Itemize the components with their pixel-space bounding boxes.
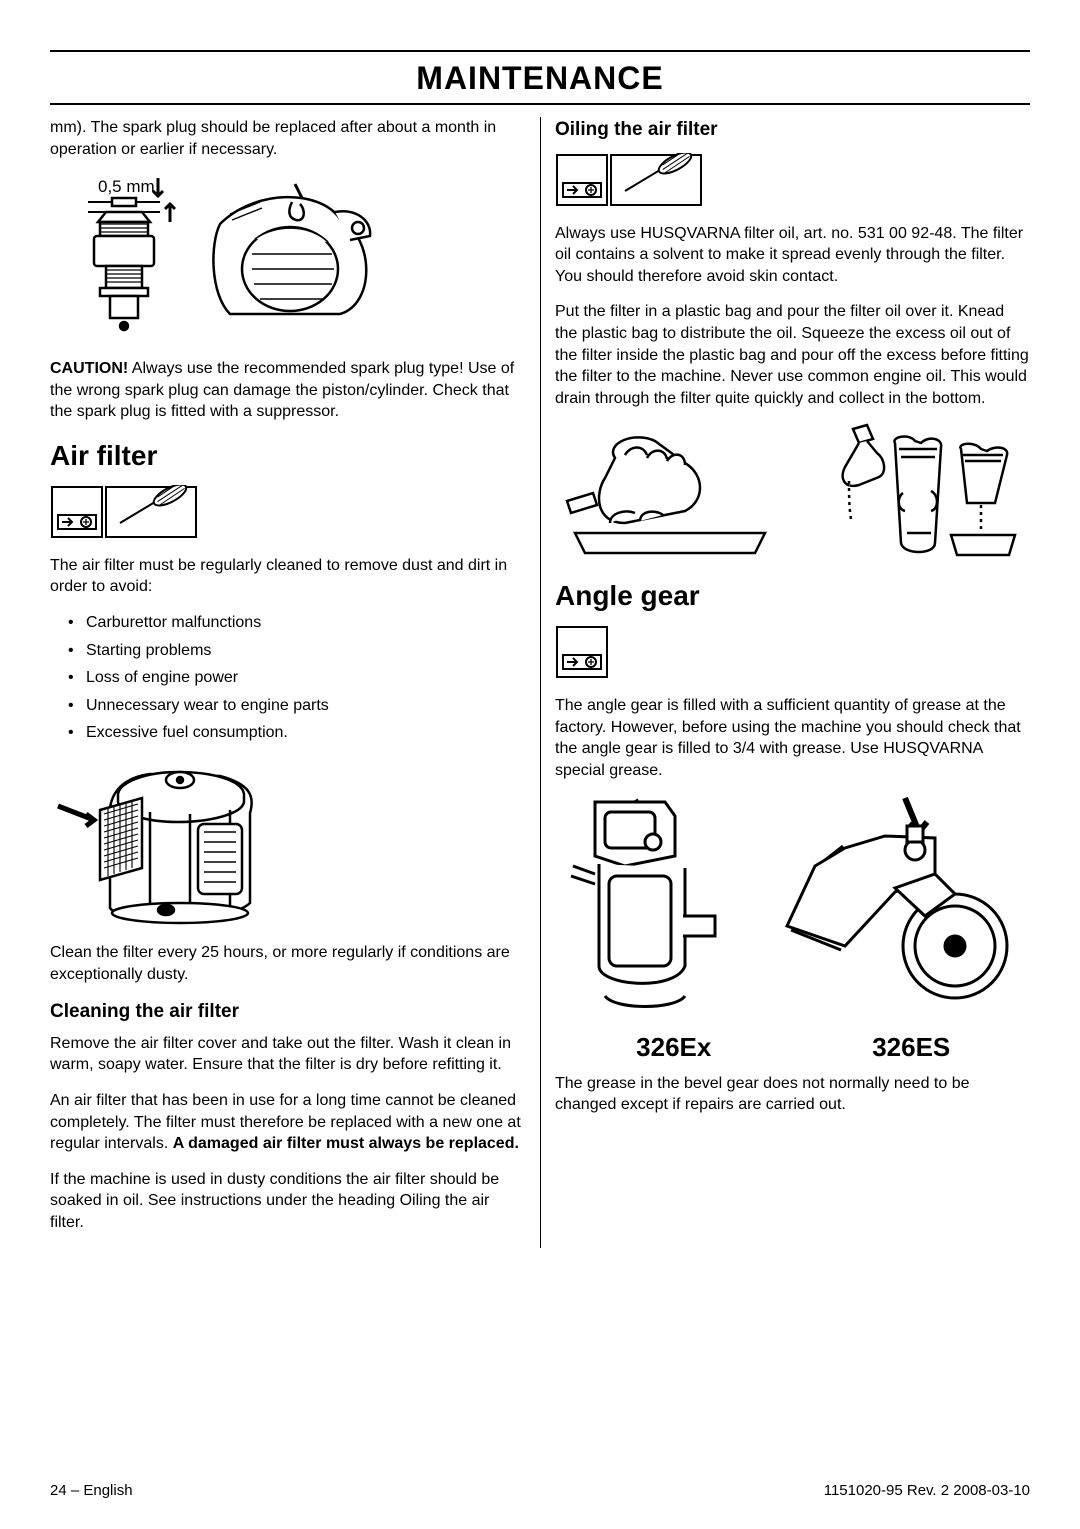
bullet-item: Excessive fuel consumption. xyxy=(68,722,526,744)
airfilter-intro: The air filter must be regularly cleaned… xyxy=(50,555,526,598)
oiling-p1: Always use HUSQVARNA filter oil, art. no… xyxy=(555,223,1030,288)
angle-p1: The angle gear is filled with a sufficie… xyxy=(555,695,1030,781)
page-footer: 24 – English 1151020-95 Rev. 2 2008-03-1… xyxy=(50,1482,1030,1499)
column-right: Oiling the air filter Always use HUSQVAR… xyxy=(540,117,1030,1248)
caution-label: CAUTION! xyxy=(50,360,128,377)
heading-angle-gear: Angle gear xyxy=(555,577,1030,615)
clean-every: Clean the filter every 25 hours, or more… xyxy=(50,942,526,985)
figure-icon-filter-brush xyxy=(50,485,526,541)
figure-icon-oil-brush xyxy=(555,153,1030,209)
bullet-item: Starting problems xyxy=(68,640,526,662)
heading-air-filter: Air filter xyxy=(50,437,526,475)
model-326ex: 326Ex xyxy=(555,1030,793,1065)
cleaning-p3: If the machine is used in dusty conditio… xyxy=(50,1169,526,1234)
footer-left: 24 – English xyxy=(50,1482,133,1499)
footer-right: 1151020-95 Rev. 2 2008-03-10 xyxy=(824,1482,1030,1499)
column-left: mm). The spark plug should be replaced a… xyxy=(50,117,540,1248)
gap-label-text: 0,5 mm xyxy=(98,177,155,196)
spark-intro: mm). The spark plug should be replaced a… xyxy=(50,117,526,160)
heading-oiling: Oiling the air filter xyxy=(555,117,1030,143)
figure-oiling-steps xyxy=(555,423,1030,563)
caution-para: CAUTION! Always use the recommended spar… xyxy=(50,358,526,423)
figure-icon-arrow-box xyxy=(555,625,1030,681)
airfilter-bullets: Carburettor malfunctions Starting proble… xyxy=(68,612,526,744)
cleaning-p2: An air filter that has been in use for a… xyxy=(50,1090,526,1155)
oiling-p2: Put the filter in a plastic bag and pour… xyxy=(555,301,1030,409)
heading-cleaning: Cleaning the air filter xyxy=(50,999,526,1025)
content-columns: mm). The spark plug should be replaced a… xyxy=(50,117,1030,1248)
model-326es: 326ES xyxy=(793,1030,1031,1065)
bullet-item: Carburettor malfunctions xyxy=(68,612,526,634)
page-title: MAINTENANCE xyxy=(50,60,1030,97)
bullet-item: Unnecessary wear to engine parts xyxy=(68,695,526,717)
figure-air-filter-engine xyxy=(50,758,526,928)
angle-p2: The grease in the bevel gear does not no… xyxy=(555,1073,1030,1116)
rule-bottom xyxy=(50,103,1030,105)
cleaning-p2b: A damaged air filter must always be repl… xyxy=(173,1135,519,1152)
figure-spark-plug: 0,5 mm xyxy=(50,174,526,344)
figure-angle-gear xyxy=(555,796,1030,1016)
bullet-item: Loss of engine power xyxy=(68,667,526,689)
model-labels: 326Ex 326ES xyxy=(555,1030,1030,1065)
cleaning-p1: Remove the air filter cover and take out… xyxy=(50,1033,526,1076)
rule-top xyxy=(50,50,1030,52)
